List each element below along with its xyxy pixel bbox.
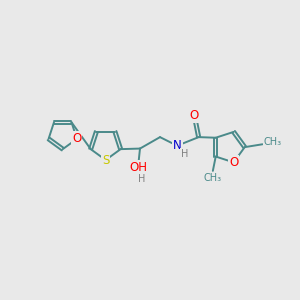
Text: H: H xyxy=(181,149,188,159)
Text: N: N xyxy=(173,139,182,152)
Text: CH₃: CH₃ xyxy=(203,173,221,183)
Text: H: H xyxy=(138,174,145,184)
Text: CH₃: CH₃ xyxy=(263,137,281,147)
Text: OH: OH xyxy=(129,161,147,174)
Text: O: O xyxy=(72,132,82,146)
Text: S: S xyxy=(102,154,109,166)
Text: O: O xyxy=(229,156,238,169)
Text: O: O xyxy=(190,109,199,122)
